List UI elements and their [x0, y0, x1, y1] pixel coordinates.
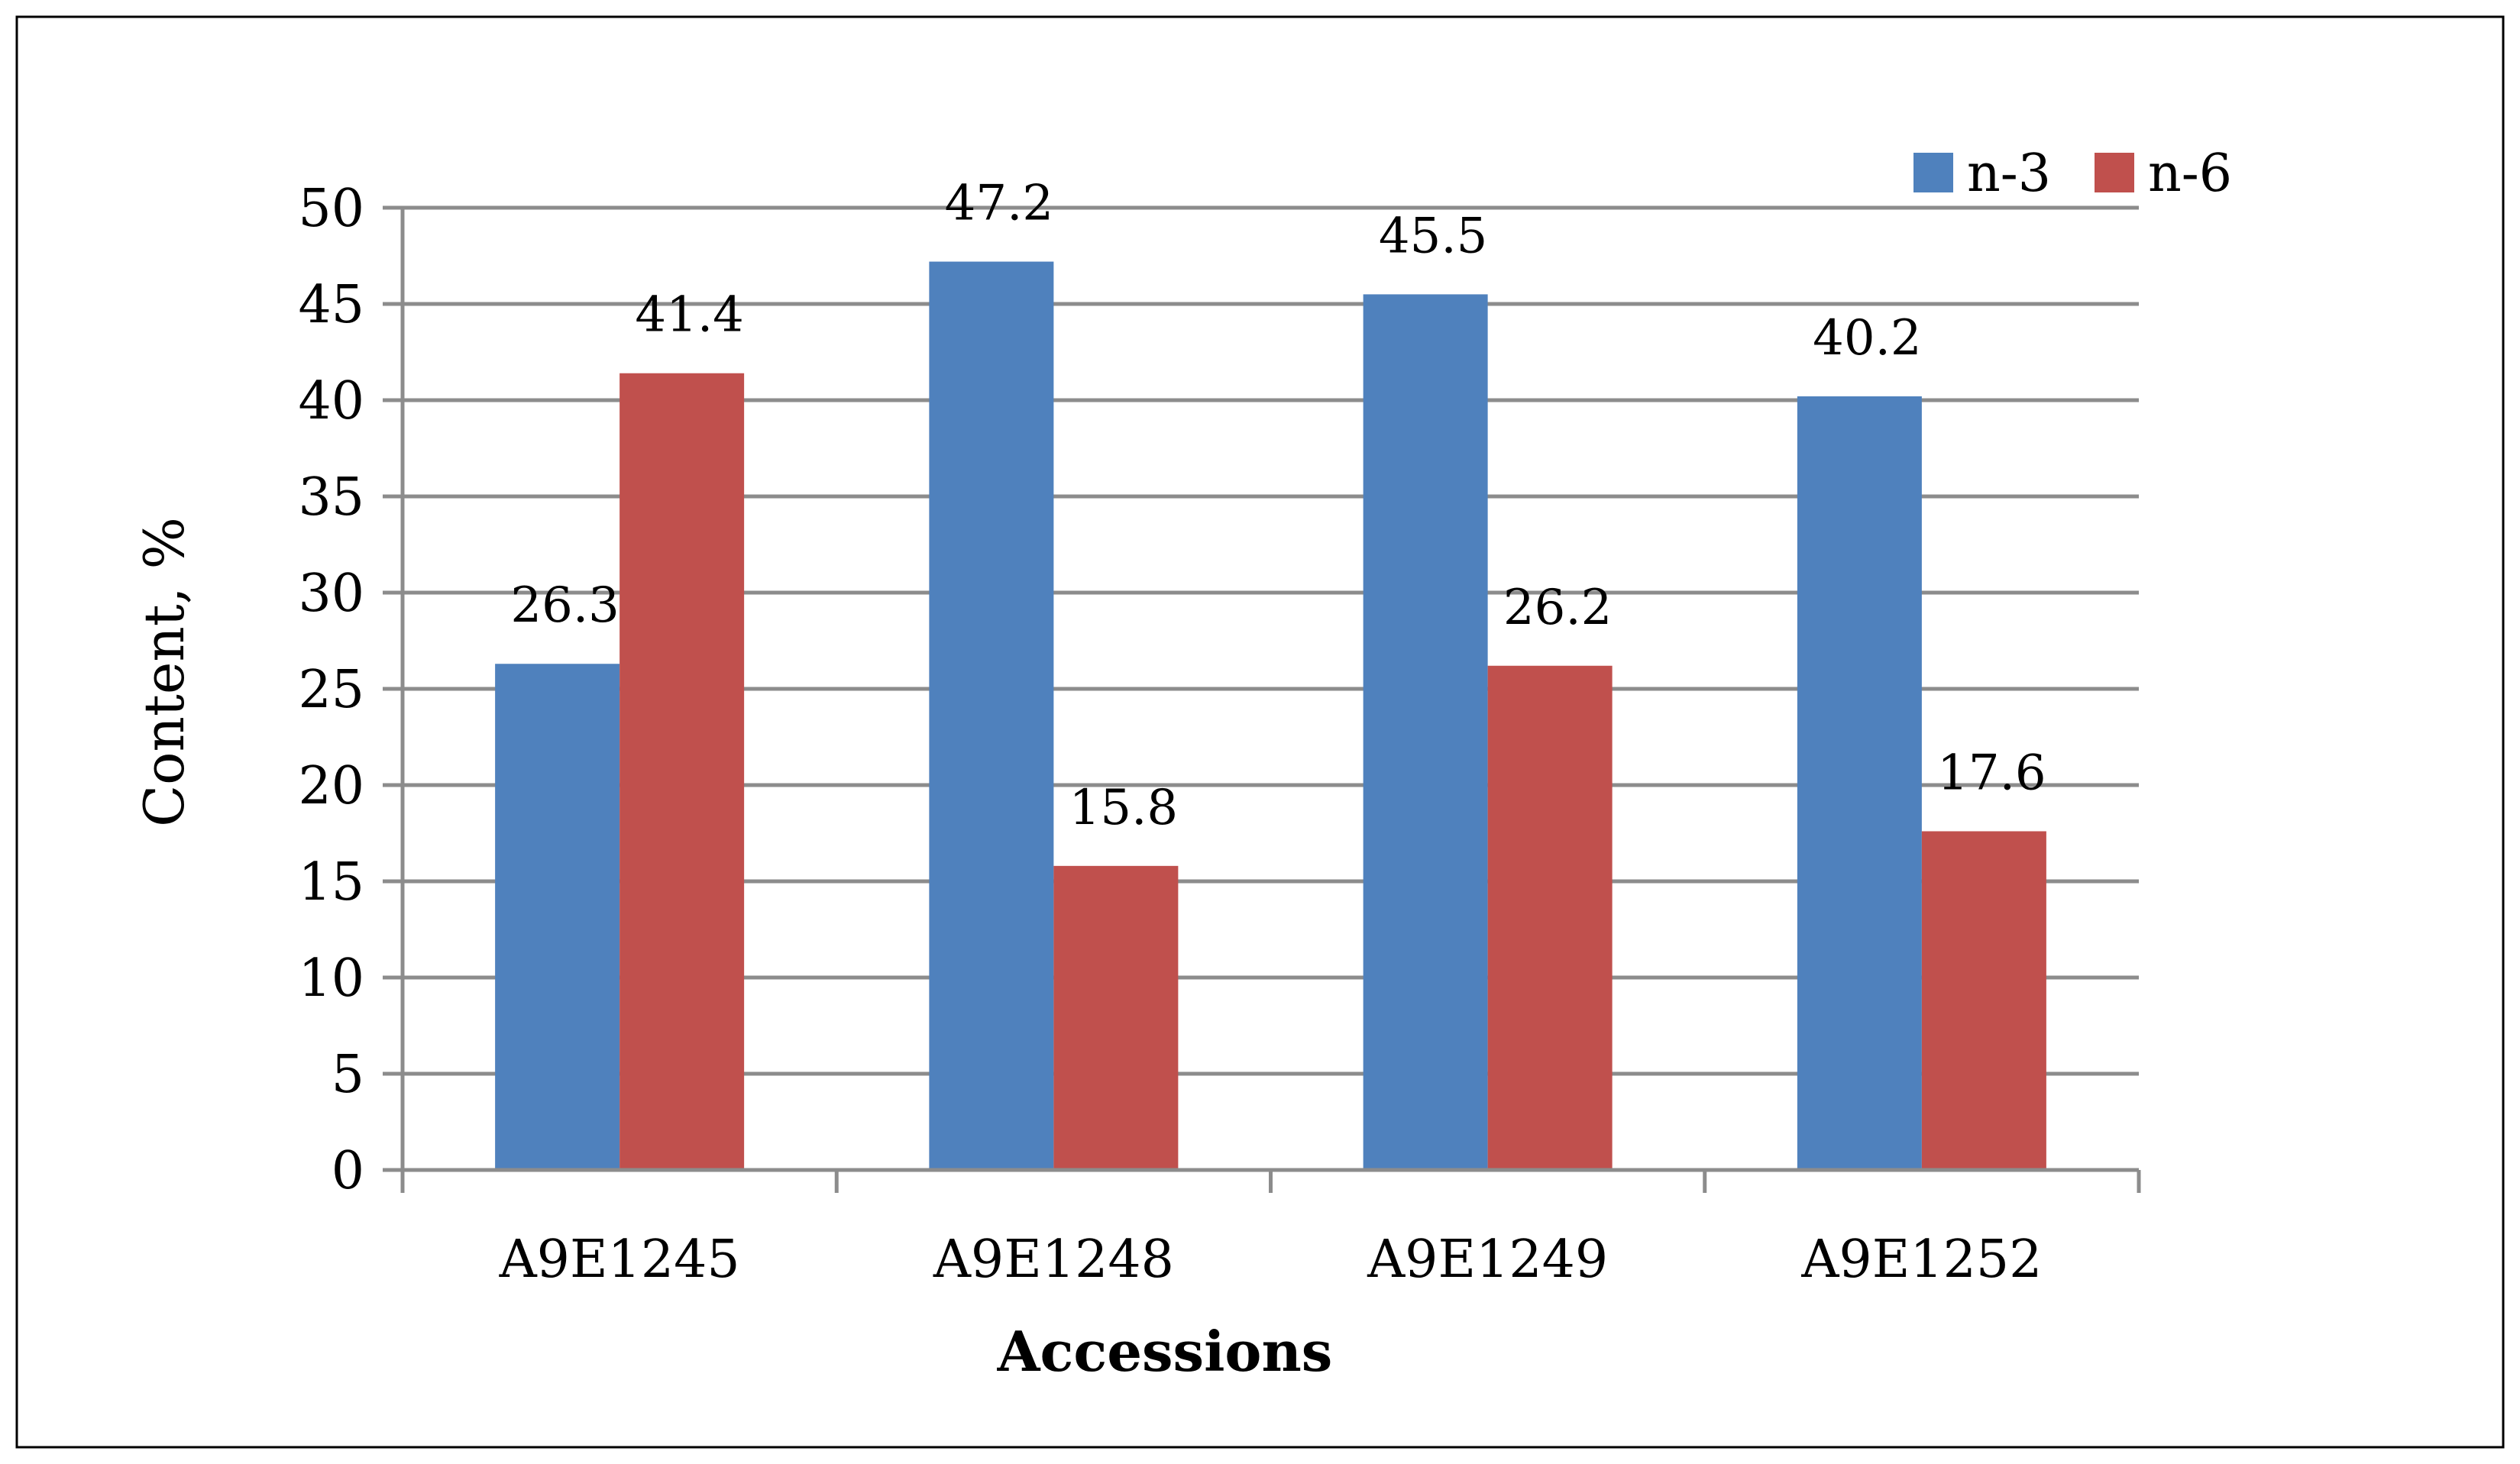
chart-frame: [15, 15, 2505, 1449]
y-tick-label: 30: [298, 564, 364, 624]
x-tick-label: A9E1252: [1800, 1230, 2042, 1290]
bar-n-3-A9E1245: [495, 664, 620, 1170]
data-label: 40.2: [1813, 310, 1922, 367]
y-tick-label: 25: [298, 660, 364, 720]
x-axis-title: Accessions: [997, 1319, 1333, 1384]
bar-n-3-A9E1252: [1797, 396, 1922, 1170]
legend-swatch-n-6: [2095, 153, 2134, 192]
legend: n-3 n-6: [1913, 144, 2232, 204]
bars: [495, 261, 2046, 1171]
data-label: 45.5: [1379, 208, 1488, 264]
data-label: 17.6: [1937, 745, 2046, 801]
y-tick-label: 0: [332, 1141, 364, 1201]
y-tick-label: 50: [298, 179, 364, 239]
y-tick-label: 5: [332, 1045, 364, 1105]
bar-n-3-A9E1248: [929, 261, 1054, 1170]
y-tick-label: 35: [298, 467, 364, 528]
bar-n-6-A9E1252: [1921, 831, 2046, 1170]
data-label: 47.2: [945, 176, 1054, 232]
y-tick-label: 40: [298, 371, 364, 431]
legend-swatch-n-3: [1913, 153, 1953, 192]
y-tick-label: 15: [298, 852, 364, 913]
legend-label: n-6: [2148, 144, 2232, 204]
data-label: 15.8: [1069, 780, 1179, 836]
bar-n-3-A9E1249: [1363, 294, 1488, 1170]
axes: [383, 205, 2141, 1193]
y-axis-title: Content, %: [132, 517, 196, 827]
y-tick-label: 45: [298, 275, 364, 335]
legend-label: n-3: [1967, 144, 2051, 204]
bar-n-6-A9E1249: [1487, 665, 1613, 1170]
bar-n-6-A9E1248: [1053, 865, 1179, 1170]
y-tick-label: 10: [298, 949, 364, 1009]
data-label: 26.3: [510, 577, 619, 634]
x-tick-label: A9E1249: [1367, 1230, 1608, 1290]
bar-n-6-A9E1245: [619, 373, 745, 1171]
labels: 0 5 10 15 20 25 30 35 40 45 50 26.3 41.4 A9E1245 47.2 1…: [298, 176, 2046, 1290]
y-tick-label: 20: [298, 756, 364, 816]
x-tick-label: A9E1248: [933, 1230, 1174, 1290]
data-label: 26.2: [1503, 580, 1613, 636]
x-tick-label: A9E1245: [499, 1230, 740, 1290]
data-label: 41.4: [635, 287, 744, 344]
